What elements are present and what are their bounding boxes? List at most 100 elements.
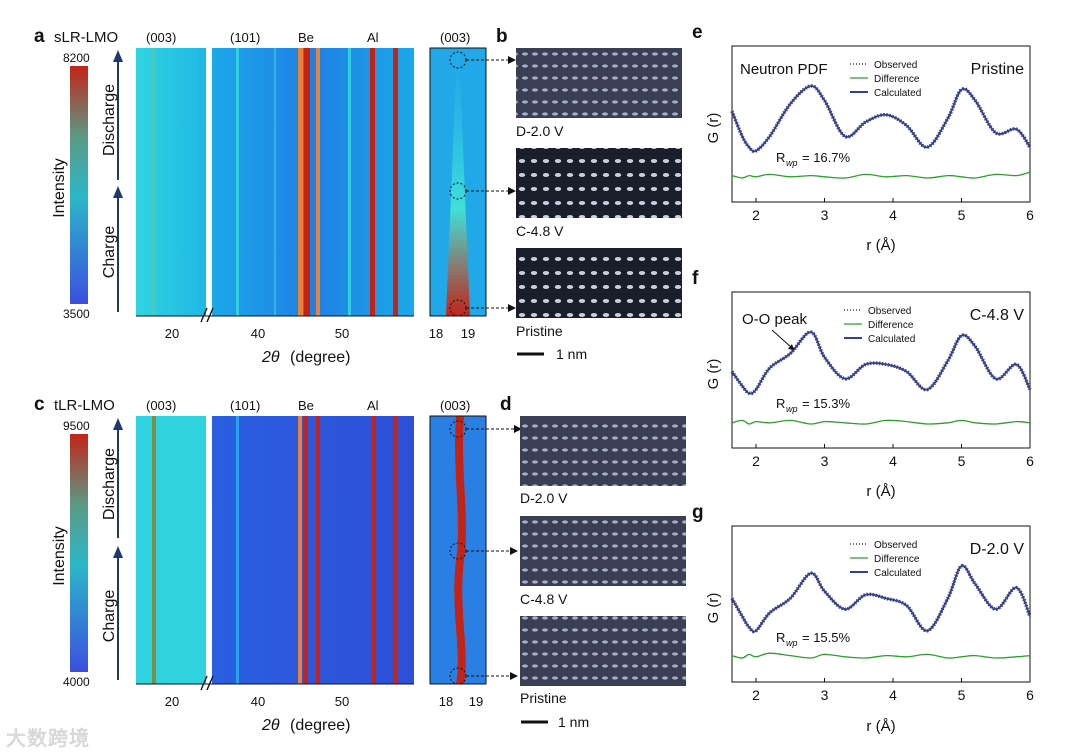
pdf-panel-e: e Pristine Neutron PDF Observed Difference Ca… (692, 22, 1034, 254)
heatmap-c-be-band3 (316, 416, 320, 684)
heatmap-a-be-band1 (298, 48, 303, 316)
xlabel-c-symbol: 2θ (261, 717, 280, 734)
pdf-ylabel: G (r) (705, 113, 722, 144)
panel-a: a sLR-LMO (003) (101) Be Al (003) 8200 3… (34, 26, 516, 366)
pdf-note: Neutron PDF (740, 61, 828, 78)
tem-d-pristine (520, 616, 686, 686)
panel-letter-e: e (692, 22, 703, 43)
xtick-a-18: 18 (429, 326, 443, 341)
colorbar-a-label: Intensity (51, 158, 68, 218)
charge-label-a: Charge (101, 226, 118, 279)
discharge-arrowhead-a (113, 50, 123, 62)
series-difference (731, 652, 1031, 659)
series-difference (731, 419, 1031, 425)
legend-label-difference: Difference (874, 554, 920, 565)
xtick-c-19: 19 (469, 694, 483, 709)
rwp-label: R (776, 150, 785, 165)
pdf-panel-f: f C-4.8 V Observed Difference Calculated R wp =… (692, 268, 1034, 500)
panel-d: d D-2.0 V C-4.8 V Pristine 1 nm (500, 394, 686, 730)
pdf-frame (731, 291, 1031, 449)
colorbar-c (70, 434, 88, 672)
xtick-label: 5 (958, 453, 966, 469)
peak-label-c-al: Al (367, 398, 379, 413)
colorbar-c-label: Intensity (51, 526, 68, 586)
heatmap-c-101-band (236, 416, 239, 684)
heatmap-c-003-band (152, 416, 156, 684)
xtick-label: 6 (1026, 207, 1034, 223)
rwp-subscript: wp (786, 404, 798, 414)
heatmap-a-left (136, 48, 206, 316)
heatmap-a-al-band2 (393, 48, 398, 316)
annotation-label: O-O peak (742, 311, 808, 328)
panel-b: b D-2.0 V C-4.8 V Pristine 1 nm (496, 26, 682, 362)
peak-label-al: Al (367, 30, 379, 45)
zoom-a-cone (446, 48, 470, 316)
rwp-label: R (776, 396, 785, 411)
colorbar-c-max: 9500 (63, 419, 90, 433)
heatmap-c-left (136, 416, 206, 684)
peak-label-003: (003) (146, 30, 176, 45)
heatmap-a-band (274, 48, 276, 316)
peak-label-101: (101) (230, 30, 260, 45)
scalebar-d-label: 1 nm (558, 714, 589, 730)
tem-b-label-pristine: Pristine (516, 323, 563, 339)
xlabel-a-symbol: 2θ (261, 349, 280, 366)
legend-label-difference: Difference (874, 74, 920, 85)
panel-letter-c: c (34, 394, 45, 415)
legend-label-observed: Observed (874, 540, 917, 551)
heatmap-a-003-band (152, 48, 155, 316)
panel-letter-a: a (34, 26, 45, 47)
scalebar-b-label: 1 nm (556, 346, 587, 362)
charge-arrowhead-a (113, 186, 123, 198)
peak-label-c-101: (101) (230, 398, 260, 413)
panel-letter-g: g (692, 502, 704, 523)
xtick-label: 4 (889, 687, 897, 703)
panel-c: c tLR-LMO (003) (101) Be Al (003) 9500 4… (34, 394, 522, 734)
panel-letter-b: b (496, 26, 508, 47)
rwp-subscript: wp (786, 158, 798, 168)
tem-d-label-pristine: Pristine (520, 690, 567, 706)
annotation-arrow (771, 329, 793, 349)
colorbar-a (70, 66, 88, 304)
series-calculated (731, 564, 1031, 633)
heatmap-a-be-band3 (316, 48, 320, 316)
legend-label-calculated: Calculated (874, 88, 921, 99)
xtick-a-40: 40 (251, 326, 265, 341)
series-difference (731, 171, 1031, 179)
legend-label-observed: Observed (868, 306, 911, 317)
tem-b-c48 (516, 148, 682, 218)
xtick-label: 4 (889, 453, 897, 469)
panel-letter-f: f (692, 268, 699, 289)
heatmap-a-be-band2 (304, 48, 310, 316)
legend-label-calculated: Calculated (868, 334, 915, 345)
heatmap-a-al-band1 (370, 48, 375, 316)
heatmap-a-band2 (348, 48, 351, 316)
heatmap-a-right (212, 48, 414, 316)
legend-label-calculated: Calculated (874, 568, 921, 579)
rwp-value: = 15.5% (802, 630, 851, 645)
xtick-label: 6 (1026, 687, 1034, 703)
heatmap-c-al-band2 (393, 416, 397, 684)
pdf-xlabel: r (Å) (866, 237, 895, 254)
rwp-subscript: wp (786, 638, 798, 648)
discharge-label-a: Discharge (101, 84, 118, 156)
xtick-label: 3 (821, 453, 829, 469)
xtick-label: 3 (821, 207, 829, 223)
xtick-label: 3 (821, 687, 829, 703)
rwp-value: = 15.3% (802, 396, 851, 411)
xtick-label: 2 (752, 687, 760, 703)
pdf-condition: D-2.0 V (970, 541, 1025, 558)
heatmap-c-al-band1 (372, 416, 376, 684)
xlabel-c-unit: (degree) (290, 717, 350, 734)
peak-label-c-003-zoom: (003) (440, 398, 470, 413)
xtick-label: 2 (752, 207, 760, 223)
legend-label-difference: Difference (868, 320, 914, 331)
heatmap-a-101-band (236, 48, 239, 316)
xtick-a-20: 20 (165, 326, 179, 341)
colorbar-a-max: 8200 (63, 51, 90, 65)
xlabel-a-unit: (degree) (290, 349, 350, 366)
panel-c-title: tLR-LMO (54, 397, 115, 414)
tem-d-label-c48: C-4.8 V (520, 591, 568, 607)
axis-break-a (200, 307, 214, 323)
